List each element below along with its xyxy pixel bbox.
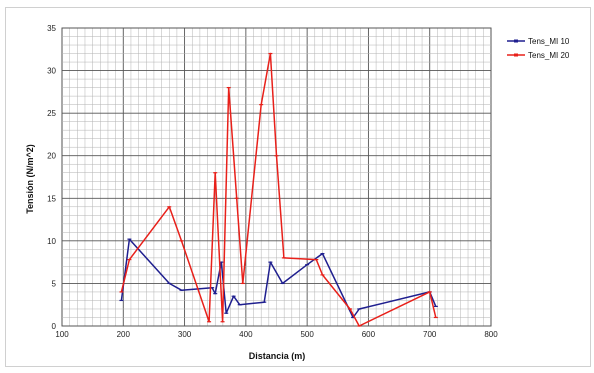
legend: Tens_MI 10 Tens_MI 20 <box>507 37 570 60</box>
series-line <box>120 52 437 327</box>
x-tick-label: 700 <box>423 330 437 339</box>
x-tick-label: 800 <box>484 330 498 339</box>
y-tick-label: 20 <box>47 152 56 161</box>
y-tick-label: 35 <box>47 24 56 33</box>
legend-label: Tens_MI 10 <box>528 37 570 46</box>
x-tick-label: 200 <box>117 330 131 339</box>
legend-item: Tens_MI 20 <box>507 51 570 60</box>
legend-label: Tens_MI 20 <box>528 51 570 60</box>
x-tick-label: 600 <box>362 330 376 339</box>
line-chart: 100 200 300 400 500 600 700 800 0 5 10 15 20 25 30 35 D… <box>25 24 570 361</box>
y-tick-label: 30 <box>47 67 56 76</box>
x-tick-label: 400 <box>239 330 253 339</box>
grid <box>61 27 492 327</box>
y-tick-label: 5 <box>52 279 57 288</box>
series <box>119 52 438 327</box>
series-2 <box>119 52 438 327</box>
x-tick-label: 300 <box>178 330 192 339</box>
x-tick-label: 500 <box>300 330 314 339</box>
y-axis-title: Tensión (N/m^2) <box>25 144 35 214</box>
y-tick-label: 15 <box>47 194 56 203</box>
legend-item: Tens_MI 10 <box>507 37 570 46</box>
chart-frame: 100 200 300 400 500 600 700 800 0 5 10 15 20 25 30 35 D… <box>5 7 591 367</box>
x-axis-title: Distancia (m) <box>249 351 306 361</box>
tick-labels: 100 200 300 400 500 600 700 800 0 5 10 15 20 25 30 35 <box>47 24 498 339</box>
x-tick-label: 100 <box>55 330 69 339</box>
y-tick-label: 25 <box>47 109 56 118</box>
y-tick-label: 10 <box>47 237 56 246</box>
y-tick-label: 0 <box>52 322 57 331</box>
